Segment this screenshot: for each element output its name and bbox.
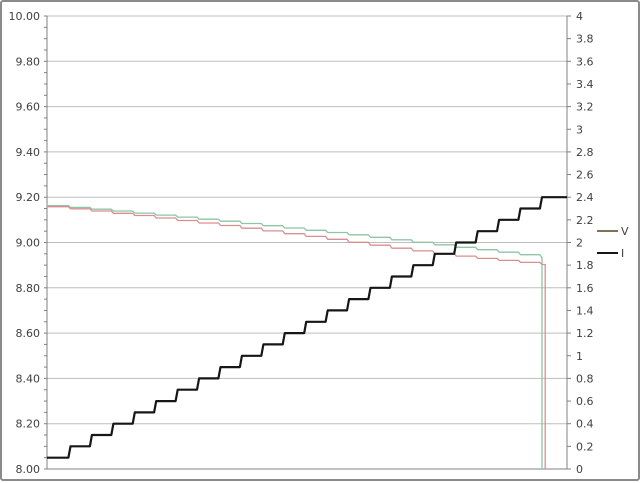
y-axis-right-tick-label: 4 <box>576 10 583 23</box>
y-axis-right-tick-label: 1.6 <box>576 282 594 295</box>
y-axis-left-tick-label: 9.40 <box>16 146 41 159</box>
y-axis-right-tick-label: 0 <box>576 463 583 476</box>
y-axis-right-tick-label: 1.4 <box>576 304 594 317</box>
y-axis-right-tick-label: 0.8 <box>576 372 594 385</box>
y-axis-right-tick-label: 3.8 <box>576 33 594 46</box>
y-axis-right-tick-label: 2.2 <box>576 214 594 227</box>
y-axis-right-tick-label: 2 <box>576 237 583 250</box>
y-axis-right-tick-label: 1.8 <box>576 259 594 272</box>
y-axis-right-tick-label: 3.4 <box>576 78 594 91</box>
series-line-v-lower-trace <box>47 206 546 469</box>
y-axis-left-tick-label: 8.40 <box>16 372 41 385</box>
y-axis-right-tick-label: 1.2 <box>576 327 594 340</box>
y-axis-left-tick-label: 9.80 <box>16 55 41 68</box>
y-axis-right-tick-label: 3.6 <box>576 55 594 68</box>
y-axis-right-tick-label: 3 <box>576 123 583 136</box>
y-axis-right-tick-label: 0.2 <box>576 440 594 453</box>
legend-label-i: I <box>621 247 624 260</box>
y-axis-right-tick-label: 2.8 <box>576 146 594 159</box>
series-line-i <box>47 196 567 459</box>
y-axis-right-tick-label: 3.2 <box>576 101 594 114</box>
y-axis-right-tick-label: 2.4 <box>576 191 594 204</box>
y-axis-left-tick-label: 9.00 <box>16 237 41 250</box>
legend-label-v: V <box>621 225 629 238</box>
y-axis-left-tick-label: 9.20 <box>16 191 41 204</box>
y-axis-right-tick-label: 2.6 <box>576 169 594 182</box>
y-axis-right-tick-label: 1 <box>576 350 583 363</box>
y-axis-left-tick-label: 8.20 <box>16 418 41 431</box>
y-axis-right-tick-label: 0.4 <box>576 418 594 431</box>
y-axis-right-tick-label: 0.6 <box>576 395 594 408</box>
y-axis-left-tick-label: 9.60 <box>16 101 41 114</box>
series-line-v-upper-trace <box>47 204 543 469</box>
y-axis-left-tick-label: 8.00 <box>16 463 41 476</box>
y-axis-left-tick-label: 8.80 <box>16 282 41 295</box>
y-axis-left-tick-label: 10.00 <box>9 10 41 23</box>
y-axis-left-tick-label: 8.60 <box>16 327 41 340</box>
